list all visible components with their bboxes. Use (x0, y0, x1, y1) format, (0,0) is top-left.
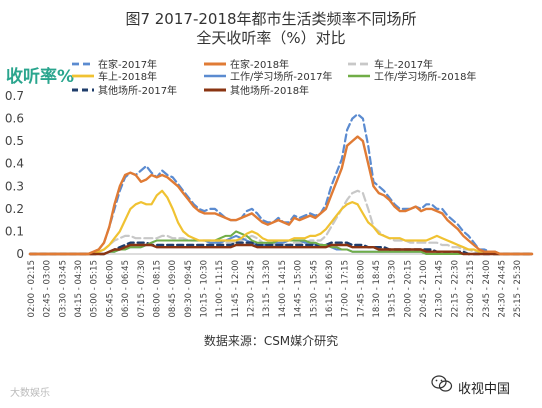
x-tick-label: 06:30 - 06:45 (121, 260, 131, 317)
legend-label: 在家-2018年 (230, 58, 289, 71)
wechat-icon (431, 375, 453, 392)
y-tick-label: 0.1 (5, 224, 24, 238)
x-tick-label: 24:30 - 24:45 (497, 260, 507, 317)
x-tick-label: 21:30 - 21:45 (435, 260, 445, 317)
chart-title-line-1: 图7 2017-2018年都市生活类频率不同场所 (125, 10, 417, 28)
y-tick-label: 0.2 (5, 202, 24, 216)
x-tick-label: 08:45 - 09:00 (168, 260, 178, 317)
x-tick-label: 04:15 - 04:30 (74, 260, 84, 317)
x-tick-label: 02:00 - 02:15 (27, 260, 37, 317)
legend-label: 其他场所-2017年 (98, 84, 177, 97)
watermark-right: 收视中国 (458, 382, 511, 397)
series-line-3 (28, 189, 534, 256)
legend-label: 其他场所-2018年 (230, 84, 309, 97)
x-tick-label: 18:30 - 18:45 (372, 260, 382, 317)
legend-label: 车上-2017年 (374, 58, 433, 71)
y-tick-label: 0.4 (5, 157, 24, 171)
x-tick-label: 02:45 - 03:00 (43, 260, 53, 317)
legend-label: 工作/学习场所-2018年 (374, 70, 476, 83)
legend-label: 工作/学习场所-2017年 (230, 70, 332, 83)
y-tick-label: 0.5 (5, 134, 24, 148)
x-tick-label: 22:15 - 22:30 (450, 260, 460, 317)
x-tick-label: 14:00 - 14:15 (278, 260, 288, 317)
x-tick-label: 14:45 - 15:00 (294, 260, 304, 317)
x-tick-label: 13:15 - 13:30 (262, 260, 272, 317)
legend-label: 在家-2017年 (98, 58, 157, 71)
y-tick-label: 0.3 (5, 179, 24, 193)
chart-title-line-2: 全天收听率（%）对比 (196, 29, 346, 47)
x-tick-label: 07:15 - 07:30 (137, 260, 147, 317)
x-tick-label: 05:00 - 05:15 (90, 260, 100, 317)
series-line-2 (28, 189, 534, 256)
x-tick-label: 11:45 - 12:00 (231, 260, 241, 317)
watermark-left: 大数娱乐 (10, 388, 50, 399)
x-tick-label: 23:45 - 24:00 (482, 260, 492, 317)
x-tick-label: 03:30 - 03:45 (58, 260, 68, 317)
series-line-1 (28, 135, 534, 256)
x-tick-label: 16:15 - 16:30 (325, 260, 335, 317)
y-tick-label: 0 (16, 247, 24, 261)
series-line-7 (28, 243, 534, 256)
x-tick-label: 23:00 - 23:15 (466, 260, 476, 317)
x-tick-label: 05:45 - 06:00 (105, 260, 115, 317)
x-tick-label: 15:30 - 15:45 (309, 260, 319, 317)
y-tick-label: 0.6 (5, 112, 24, 126)
series-line-0 (28, 113, 534, 256)
x-tick-label: 20:45 - 21:00 (419, 260, 429, 317)
x-tick-label: 08:00 - 08:15 (152, 260, 162, 317)
x-tick-label: 10:15 - 10:30 (200, 260, 210, 317)
x-tick-label: 20:00 - 20:15 (403, 260, 413, 317)
legend-label: 车上-2018年 (98, 70, 157, 83)
y-axis-label: 收听率% (6, 67, 75, 87)
x-tick-label: 09:30 - 09:45 (184, 260, 194, 317)
x-tick-label: 19:15 - 19:30 (388, 260, 398, 317)
data-source-note: 数据来源：CSM媒介研究 (203, 334, 339, 348)
x-tick-label: 11:00 - 11:15 (215, 260, 225, 317)
x-tick-label: 25:15 - 25:30 (513, 260, 523, 317)
x-tick-label: 17:00 - 17:15 (341, 260, 351, 317)
x-tick-label: 17:45 - 18:00 (356, 260, 366, 317)
y-tick-label: 0.7 (5, 89, 24, 103)
x-tick-label: 12:30 - 12:45 (247, 260, 257, 317)
